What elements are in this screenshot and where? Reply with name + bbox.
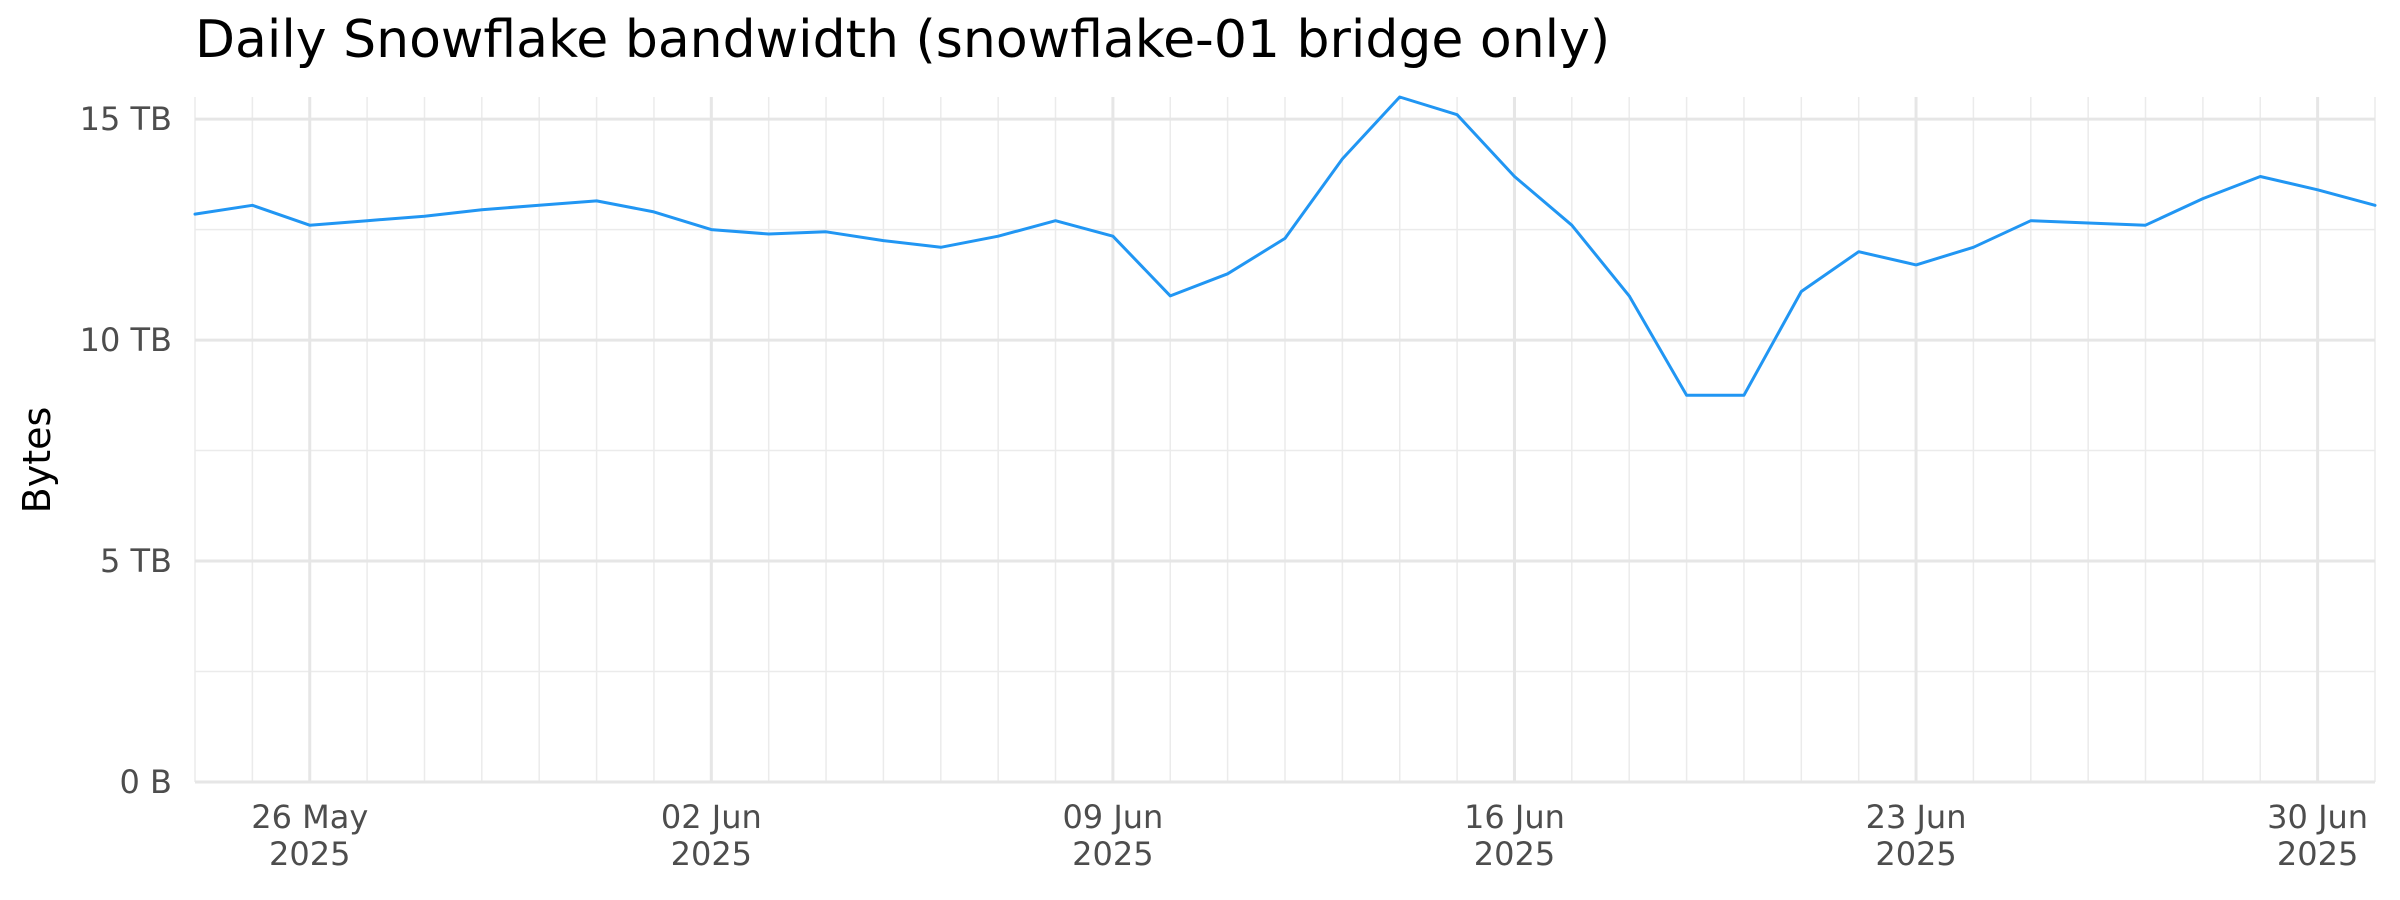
- y-axis-ticks: 0 B 5 TB 10 TB 15 TB: [80, 100, 172, 801]
- x-tick-label: 09 Jun 2025: [1062, 798, 1163, 873]
- x-tick-label: 02 Jun 2025: [661, 798, 762, 873]
- series-layer: [193, 95, 2377, 397]
- y-tick-label: 5 TB: [100, 542, 172, 580]
- y-axis-title: Bytes: [15, 407, 59, 514]
- grid-major: [195, 97, 2375, 784]
- grid-minor: [194, 97, 2376, 782]
- y-tick-label: 15 TB: [80, 100, 172, 138]
- series-line-0: [193, 95, 2377, 397]
- x-tick-label: 30 Jun 2025: [2267, 798, 2368, 873]
- x-tick-label: 26 May 2025: [251, 798, 368, 873]
- y-tick-label: 10 TB: [80, 321, 172, 359]
- y-tick-label: 0 B: [120, 763, 172, 801]
- chart-title: Daily Snowflake bandwidth (snowflake-01 …: [195, 10, 1611, 70]
- x-tick-label: 23 Jun 2025: [1866, 798, 1967, 873]
- x-tick-label: 16 Jun 2025: [1464, 798, 1565, 873]
- x-axis-ticks: 26 May 2025 02 Jun 2025 09 Jun 2025 16 Jun 2025…: [251, 798, 2368, 873]
